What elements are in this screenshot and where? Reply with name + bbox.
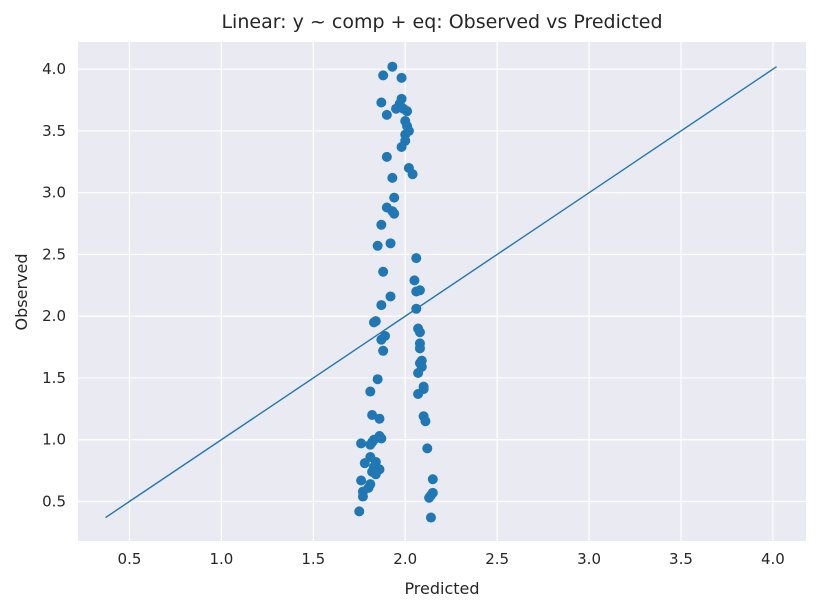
data-point (356, 438, 367, 449)
data-point (365, 439, 376, 450)
data-point (387, 172, 398, 183)
y-axis-label: Observed (12, 254, 31, 331)
data-point (376, 219, 387, 230)
data-point (411, 253, 422, 264)
data-point (357, 491, 368, 502)
chart-title: Linear: y ~ comp + eq: Observed vs Predi… (221, 11, 662, 33)
x-tick-label: 4.0 (761, 550, 785, 568)
data-point (385, 238, 396, 249)
x-axis-label: Predicted (404, 579, 479, 598)
x-tick-labels: 0.5 1.0 1.5 2.0 2.5 3.0 3.5 4.0 (118, 550, 785, 568)
data-point (413, 389, 424, 400)
data-point (378, 266, 389, 277)
data-point (374, 413, 385, 424)
x-tick-label: 1.5 (301, 550, 325, 568)
data-point (376, 334, 387, 345)
data-point (389, 208, 400, 219)
x-tick-label: 2.5 (485, 550, 509, 568)
x-tick-label: 2.0 (393, 550, 417, 568)
data-point (359, 458, 370, 469)
data-point (427, 474, 438, 485)
data-point (370, 316, 381, 327)
data-point (378, 70, 389, 81)
data-point (396, 72, 407, 83)
data-point (414, 327, 425, 338)
y-tick-label: 3.0 (42, 184, 66, 202)
y-tick-label: 0.5 (42, 492, 66, 510)
data-point (409, 275, 420, 286)
data-point (365, 386, 376, 397)
y-tick-label: 3.5 (42, 122, 66, 140)
y-tick-labels: 0.5 1.0 1.5 2.0 2.5 3.0 3.5 4.0 (42, 60, 66, 510)
data-point (372, 240, 383, 251)
data-point (396, 141, 407, 152)
y-tick-label: 4.0 (42, 60, 66, 78)
reference-line-group (105, 66, 777, 519)
grid-lines (78, 42, 806, 541)
data-point (381, 151, 392, 162)
y-tick-label: 1.5 (42, 369, 66, 387)
y-tick-label: 2.0 (42, 307, 66, 325)
data-point (420, 416, 431, 427)
data-point (387, 61, 398, 72)
data-point (372, 374, 383, 385)
data-point (376, 97, 387, 108)
reference-line (105, 66, 777, 519)
y-tick-label: 1.0 (42, 431, 66, 449)
data-point (354, 506, 365, 517)
data-point (411, 286, 422, 297)
data-points (354, 61, 438, 523)
data-point (407, 169, 418, 180)
data-point (367, 410, 378, 421)
x-tick-label: 3.5 (669, 550, 693, 568)
data-point (370, 469, 381, 480)
x-tick-label: 3.0 (577, 550, 601, 568)
x-tick-label: 0.5 (118, 550, 142, 568)
data-point (411, 303, 422, 314)
data-point (385, 291, 396, 302)
data-point (389, 192, 400, 203)
data-point (413, 368, 424, 379)
data-point (378, 345, 389, 356)
data-point (425, 512, 436, 523)
x-tick-label: 1.0 (209, 550, 233, 568)
data-point (381, 109, 392, 120)
data-point (424, 492, 435, 503)
data-point (391, 103, 402, 114)
y-tick-label: 2.5 (42, 245, 66, 263)
data-point (356, 475, 367, 486)
data-point (414, 343, 425, 354)
data-point (376, 300, 387, 311)
data-point (376, 433, 387, 444)
data-point (422, 443, 433, 454)
data-point (402, 106, 413, 117)
